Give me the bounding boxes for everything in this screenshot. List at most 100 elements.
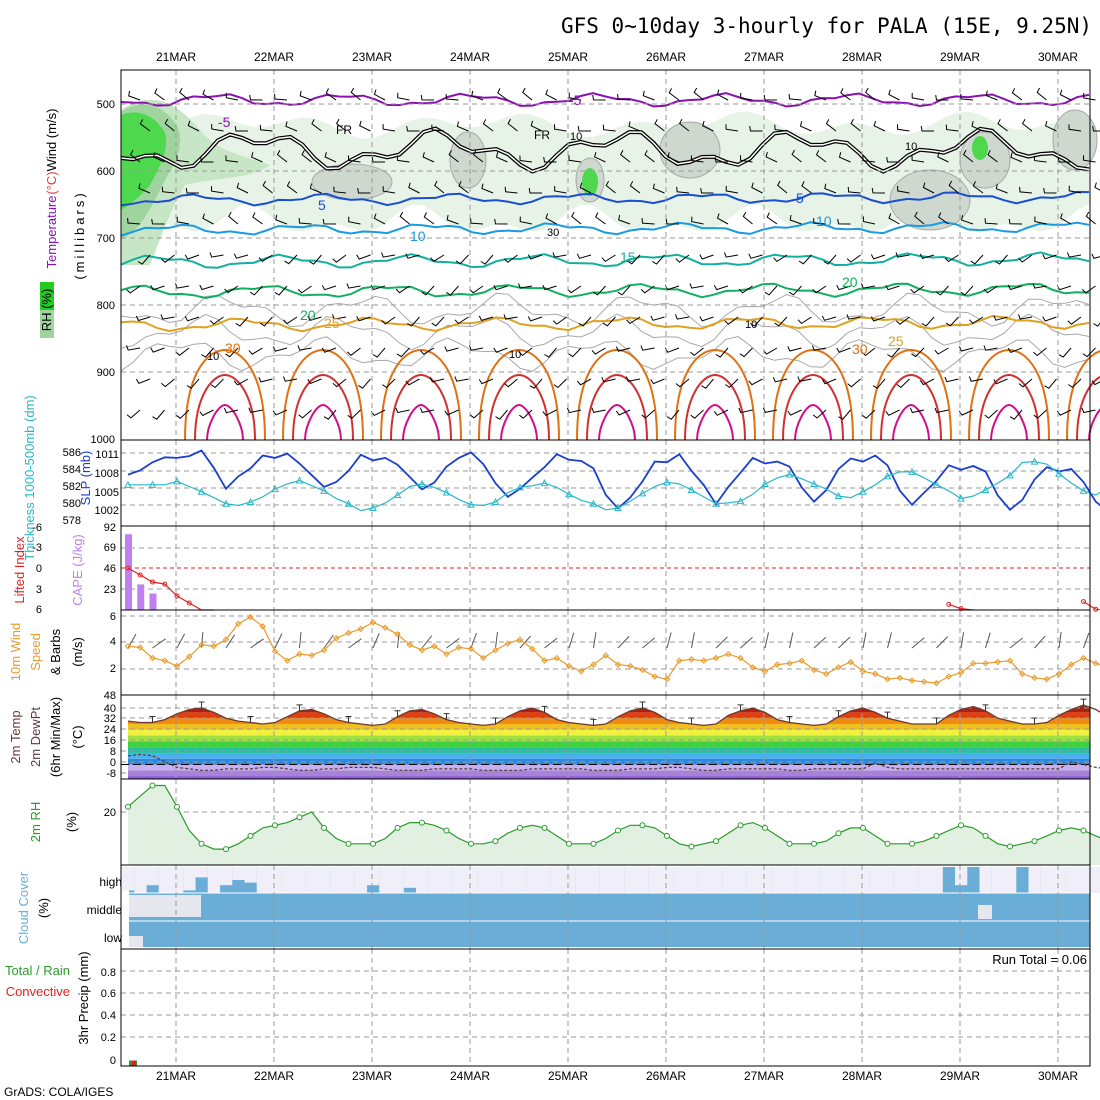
upper-wind-barb	[1083, 155, 1096, 163]
wind-speed-point	[676, 657, 683, 664]
upper-wind-barb	[285, 121, 298, 132]
upper-wind-barb	[408, 182, 420, 194]
upper-wind-barb	[1059, 89, 1072, 101]
upper-wind-barb	[652, 254, 665, 265]
upper-wind-barb	[381, 252, 396, 258]
upper-wind-barb	[865, 87, 876, 101]
upper-wind-barb	[420, 94, 435, 101]
upper-ylabel-temperature: Temperature	[44, 196, 59, 269]
wind-speed-point	[1043, 675, 1050, 683]
upper-wind-barb	[740, 155, 753, 163]
wind-barb	[176, 633, 186, 649]
upper-wind-barb	[971, 121, 984, 132]
thickness-point	[834, 491, 843, 499]
wind-barb	[764, 632, 769, 649]
rh2m-point	[419, 819, 425, 826]
upper-wind-barb	[787, 409, 802, 416]
upper-wind-barb	[233, 253, 249, 259]
upper-wind-barb	[993, 315, 1008, 321]
wind-barb	[568, 632, 575, 649]
hot-layer-isotherm	[598, 403, 636, 441]
upper-ylabel-millibars: (millibars)	[72, 190, 87, 279]
isotherm-line	[120, 251, 1090, 269]
isotherm-line	[120, 282, 1090, 300]
hot-layer-isotherm	[1076, 376, 1100, 441]
rh-contour-label: 30	[547, 227, 559, 239]
cloud-high-clear	[820, 867, 833, 893]
cloud-middle-clear	[978, 905, 992, 919]
upper-wind-barb	[617, 285, 631, 296]
upper-wind-barb	[725, 185, 739, 194]
lifted-index-point	[125, 565, 131, 571]
upper-wind-barb	[861, 283, 876, 289]
wind-speed-point	[345, 629, 352, 637]
upper-wind-barb	[1033, 409, 1047, 419]
wind-barb	[789, 632, 794, 649]
temp-minmax-marker	[688, 717, 695, 724]
rh2m-point	[811, 840, 817, 847]
wind-barb	[642, 637, 656, 649]
upper-wind-barb	[601, 254, 616, 263]
wind-barb	[985, 632, 991, 649]
upper-wind-barb	[1033, 347, 1047, 357]
rh2m-point	[909, 840, 915, 847]
lifted-index-point	[150, 579, 155, 585]
upper-wind-barb	[233, 378, 249, 386]
lifted-index-tick: 0	[36, 563, 42, 575]
wind10m-series	[124, 613, 1100, 687]
upper-wind-barb	[861, 347, 876, 357]
upper-wind-barb	[995, 254, 1008, 265]
upper-wind-barb	[307, 378, 322, 385]
cloud-high-clear	[648, 867, 662, 893]
upper-wind-barb	[862, 216, 876, 225]
upper-wind-barb	[886, 157, 900, 163]
upper-wind-barb	[419, 407, 435, 413]
hot-layer-isotherm	[194, 373, 256, 441]
upper-wind-barb	[519, 216, 533, 225]
temp-band	[128, 741, 1090, 748]
wind-speed-point	[835, 664, 842, 671]
upper-wind-barb	[605, 180, 616, 194]
upper-wind-barb	[494, 218, 508, 225]
cloud-high-clear	[403, 867, 417, 888]
upper-wind-barb	[896, 378, 910, 389]
cloud-high-clear	[612, 867, 625, 893]
wind-speed-point	[1019, 670, 1026, 678]
hot-layer-isotherm	[1066, 350, 1100, 441]
upper-wind-barb	[739, 347, 753, 358]
lifted-index-tick: 6	[36, 604, 42, 616]
upper-wind-barb	[738, 407, 753, 414]
upper-wind-barb	[175, 347, 190, 356]
wind-speed-point	[786, 660, 793, 667]
upper-wind-barb	[299, 90, 312, 101]
wind-speed-point	[210, 642, 217, 650]
wind-speed-point	[663, 675, 671, 683]
bottom-date-label: 28MAR	[842, 1069, 882, 1083]
upper-wind-barb	[987, 150, 998, 163]
isotherm-label: 30	[225, 340, 241, 356]
wind-speed-point	[798, 657, 805, 664]
wind-label-line2: Speed	[28, 633, 43, 671]
bottom-date-label: 29MAR	[940, 1069, 980, 1083]
upper-wind-barb	[528, 188, 542, 194]
thickness-tick: 582	[63, 481, 81, 493]
upper-wind-barb	[960, 93, 974, 101]
wind-speed-point	[161, 657, 168, 664]
cloud-high-clear	[685, 867, 698, 893]
upper-wind-barb	[347, 409, 361, 419]
hot-layer-isotherm	[478, 348, 560, 441]
cloud-cover-series	[121, 867, 1100, 947]
top-date-label: 22MAR	[254, 50, 294, 64]
cloud-high-clear	[844, 867, 858, 893]
cloud-high-clear	[489, 867, 502, 893]
wind-barb	[666, 632, 672, 649]
cloud-high-clear	[893, 867, 907, 893]
wind-speed-point	[320, 646, 328, 654]
thickness-point	[908, 467, 916, 475]
cloud-cover-panel: high middle low Cloud Cover (%)	[16, 864, 1100, 950]
hot-layer-isotherm	[402, 403, 440, 441]
rh2m-point	[223, 846, 229, 853]
precip-label-axis: 3hr Precip (mm)	[76, 951, 91, 1044]
upper-wind-barb	[322, 218, 337, 225]
upper-wind-barb	[650, 315, 665, 321]
